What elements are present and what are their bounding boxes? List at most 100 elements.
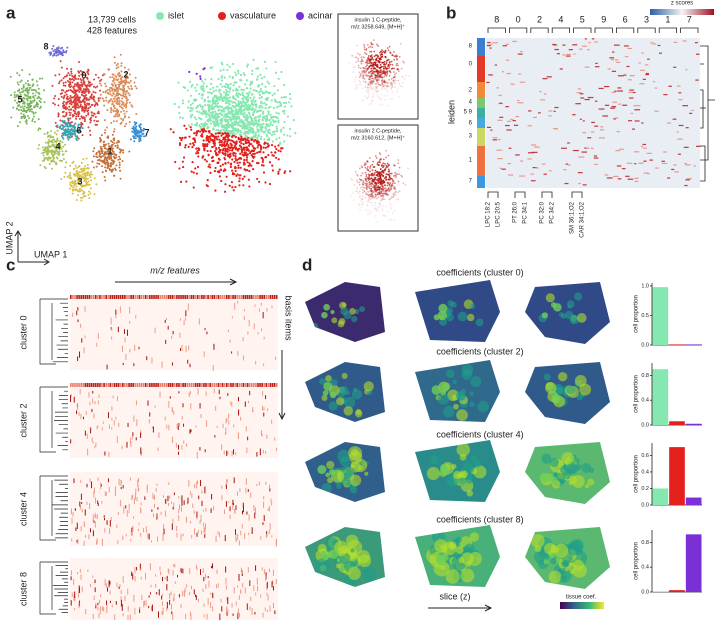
cell [128,295,130,299]
point [78,190,81,193]
point [32,115,35,118]
point [128,116,131,119]
point [23,93,26,96]
point [294,132,297,135]
point [277,170,280,173]
point [210,107,214,110]
point [20,112,23,115]
cell [492,137,498,139]
point [240,142,243,145]
point [238,174,241,177]
point [379,168,382,170]
point [381,79,384,81]
point [267,82,271,85]
point [59,51,62,54]
point [366,91,369,93]
point [229,123,232,126]
cell [672,118,677,120]
point [396,68,399,71]
cell [496,87,499,89]
point [278,168,281,171]
point [262,110,265,113]
inset-title: m/z 3160.612, [M+H]⁺ [351,134,405,141]
point [370,81,373,84]
point [33,120,36,123]
point [44,141,47,144]
bracket [571,191,583,198]
point [270,133,274,137]
point [274,156,278,159]
point [144,134,147,137]
point [87,109,90,112]
point [117,96,120,99]
point [120,110,123,113]
point [195,89,198,92]
point [271,94,274,97]
point [52,102,55,105]
point [62,110,65,113]
point [375,197,378,200]
point [354,85,357,88]
point [96,159,99,162]
cell [213,295,216,299]
point [193,116,196,119]
point [383,94,386,97]
point [197,151,200,155]
point [214,132,217,135]
point [220,97,224,100]
point [32,88,35,91]
point [62,89,65,92]
cell [269,295,272,299]
point [386,162,389,165]
point [70,185,73,188]
point [69,83,72,86]
point [376,55,379,58]
cell [121,345,123,352]
point [99,97,102,100]
cell [243,308,245,312]
point [212,159,215,162]
point [368,157,371,159]
point [352,199,355,202]
point [248,170,251,173]
point [57,112,60,115]
cell [640,69,645,71]
cell [645,73,650,76]
point [233,123,237,127]
point [109,157,112,160]
point [226,148,230,151]
point [248,152,252,155]
point [376,43,378,46]
point [371,88,374,91]
point [87,113,90,116]
point [203,100,206,103]
point [205,144,209,148]
cell [579,118,582,120]
point [119,53,122,56]
point [385,191,387,194]
point [57,53,60,56]
point [94,116,97,119]
cell [172,330,174,335]
point [373,50,376,53]
point [70,72,73,75]
point [95,102,98,105]
point [60,147,63,150]
point [268,91,271,94]
point [273,115,276,118]
cell [671,168,675,171]
point [52,138,55,141]
point [67,125,70,128]
point [263,75,266,78]
point [105,96,108,99]
cell [223,295,226,299]
cell [142,295,145,299]
point [247,141,250,144]
point [100,139,103,142]
cell [615,61,621,64]
point [371,99,374,102]
point [106,108,109,111]
point [88,85,91,88]
cell [265,451,267,454]
point [21,115,24,118]
